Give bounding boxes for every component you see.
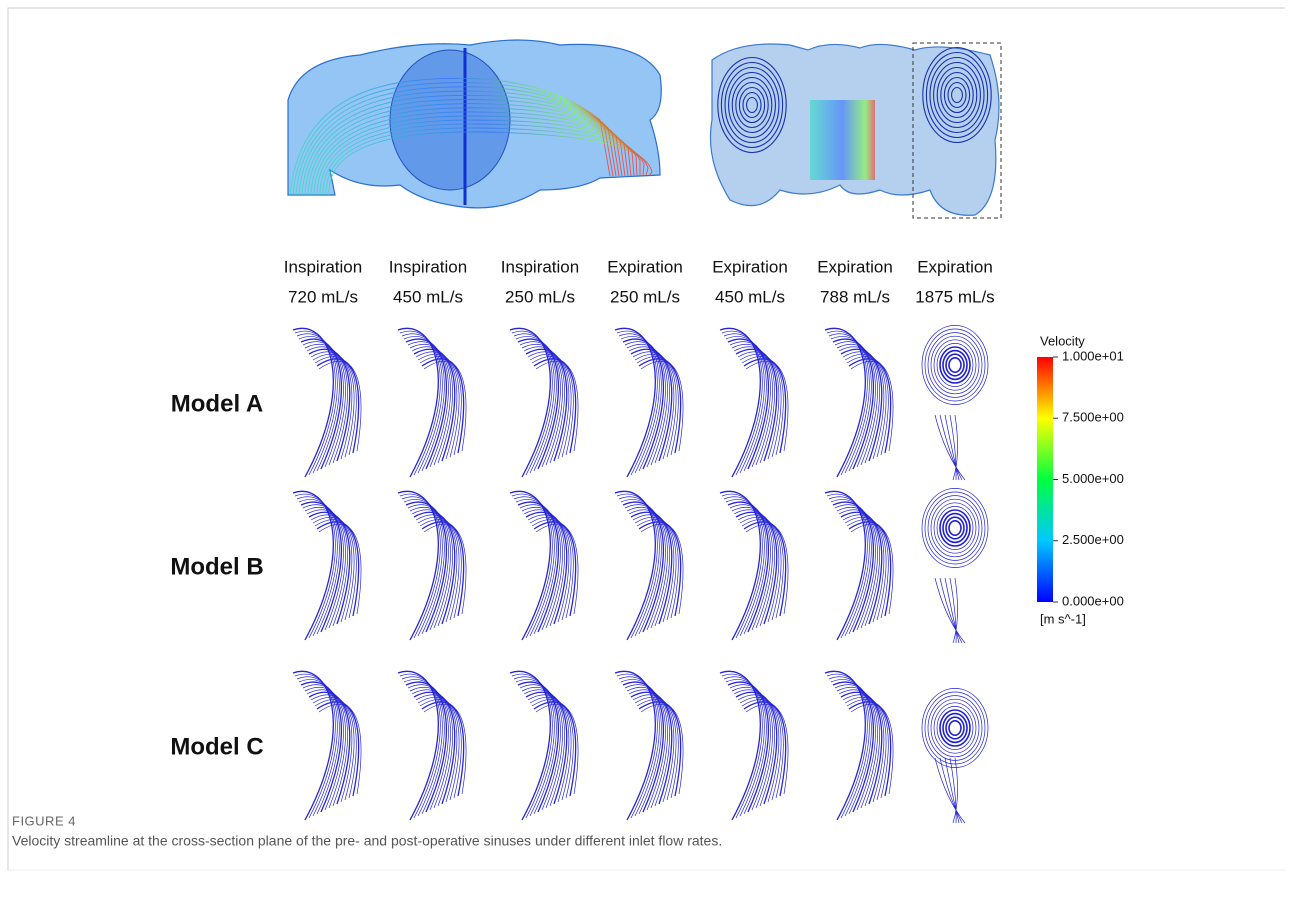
caption-label: FIGURE 4 xyxy=(12,813,76,828)
streamline-panel xyxy=(825,671,893,820)
row-label: Model A xyxy=(171,390,263,417)
streamline-panel xyxy=(922,488,988,643)
streamline-panel xyxy=(615,491,683,640)
column-header: 788 mL/s xyxy=(820,287,890,306)
streamline xyxy=(945,578,959,643)
streamline-panel xyxy=(293,328,361,477)
colorbar xyxy=(1037,357,1053,602)
streamline xyxy=(945,415,959,480)
streamline xyxy=(928,696,982,761)
streamline xyxy=(935,578,965,643)
colorbar-unit: [m s^-1] xyxy=(1040,611,1086,626)
streamline xyxy=(931,699,979,757)
figure: Velocity [m s^-1] FIGURE 4 Velocity stre… xyxy=(0,0,1293,904)
streamline-panel xyxy=(510,491,578,640)
column-header: Expiration xyxy=(712,257,788,276)
column-header: Inspiration xyxy=(284,257,362,276)
streamline-panel xyxy=(825,328,893,477)
streamline xyxy=(949,521,961,535)
row-label: Model B xyxy=(170,553,263,580)
streamline xyxy=(928,496,982,561)
column-header: Expiration xyxy=(607,257,683,276)
jet xyxy=(810,100,875,180)
streamline-panel xyxy=(510,671,578,820)
streamline-panel xyxy=(510,328,578,477)
colorbar-label: 1.000e+01 xyxy=(1062,348,1124,363)
column-header: Inspiration xyxy=(389,257,467,276)
streamline-panel xyxy=(825,491,893,640)
column-header: 250 mL/s xyxy=(610,287,680,306)
streamline xyxy=(940,710,970,746)
column-header: 250 mL/s xyxy=(505,287,575,306)
streamline-panel xyxy=(720,491,788,640)
colorbar-label: 7.500e+00 xyxy=(1062,410,1124,425)
streamline xyxy=(940,758,962,823)
sinus-3d-views xyxy=(288,40,1001,218)
streamline-panel xyxy=(615,328,683,477)
streamline xyxy=(922,325,988,404)
column-header: 450 mL/s xyxy=(715,287,785,306)
column-header: Expiration xyxy=(817,257,893,276)
streamline xyxy=(922,688,988,767)
streamline-panel xyxy=(398,671,466,820)
streamline-panel xyxy=(720,671,788,820)
streamline xyxy=(928,333,982,398)
column-header: 450 mL/s xyxy=(393,287,463,306)
streamline-panel xyxy=(293,491,361,640)
streamline xyxy=(931,499,979,557)
colorbar-title: Velocity xyxy=(1040,333,1085,348)
column-header: 720 mL/s xyxy=(288,287,358,306)
colorbar-label: 2.500e+00 xyxy=(1062,532,1124,547)
colorbar-label: 0.000e+00 xyxy=(1062,593,1124,608)
figure-canvas: Velocity [m s^-1] FIGURE 4 Velocity stre… xyxy=(0,0,1293,904)
streamline xyxy=(922,488,988,567)
streamline-panel xyxy=(615,671,683,820)
streamline xyxy=(949,721,961,735)
streamline-panel xyxy=(922,325,988,480)
row-label: Model C xyxy=(170,733,263,760)
streamline xyxy=(940,578,962,643)
streamline-panel xyxy=(398,328,466,477)
streamline xyxy=(940,510,970,546)
streamline-panel xyxy=(293,671,361,820)
streamline xyxy=(935,415,965,480)
caption-text: Velocity streamline at the cross-section… xyxy=(12,833,722,849)
streamline xyxy=(949,358,961,372)
column-header: 1875 mL/s xyxy=(915,287,994,306)
streamline xyxy=(940,415,962,480)
streamline xyxy=(935,758,965,823)
streamline xyxy=(931,336,979,394)
colorbar-label: 5.000e+00 xyxy=(1062,471,1124,486)
streamline xyxy=(940,347,970,383)
column-header: Inspiration xyxy=(501,257,579,276)
column-header: Expiration xyxy=(917,257,993,276)
streamline-panel xyxy=(398,491,466,640)
streamline-panel xyxy=(922,688,988,823)
streamline-panel xyxy=(720,328,788,477)
